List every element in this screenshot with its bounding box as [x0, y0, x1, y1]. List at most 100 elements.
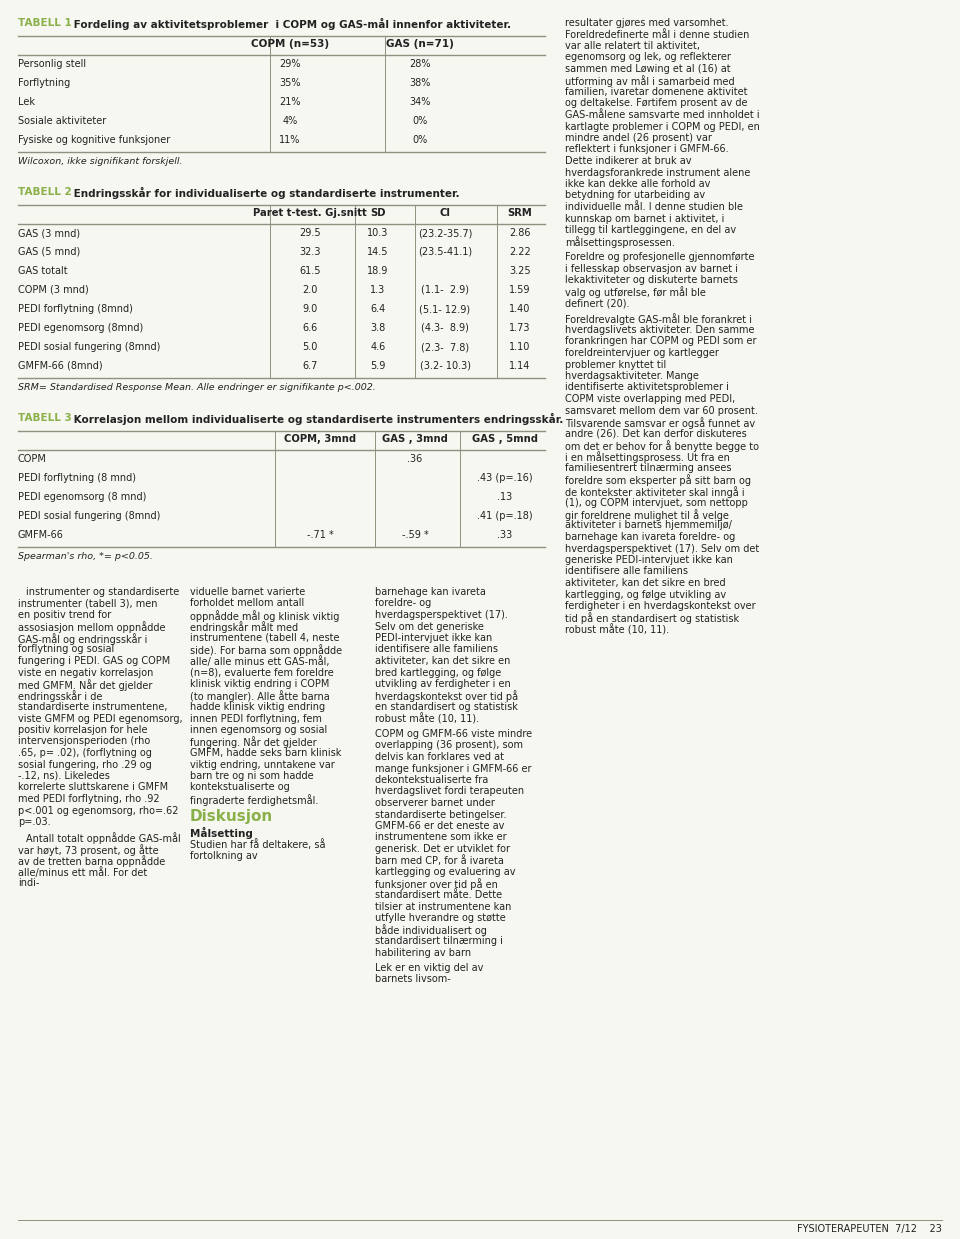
Text: Sosiale aktiviteter: Sosiale aktiviteter	[18, 116, 107, 126]
Text: Personlig stell: Personlig stell	[18, 59, 86, 69]
Text: Lek er en viktig del av: Lek er en viktig del av	[375, 963, 484, 973]
Text: COPM, 3mnd: COPM, 3mnd	[284, 434, 356, 444]
Text: (1), og COPM intervjuet, som nettopp: (1), og COPM intervjuet, som nettopp	[565, 498, 748, 508]
Text: betydning for utarbeiding av: betydning for utarbeiding av	[565, 191, 706, 201]
Text: endringsskår i de: endringsskår i de	[18, 690, 103, 703]
Text: hverdagsperspektivet (17). Selv om det: hverdagsperspektivet (17). Selv om det	[565, 544, 759, 554]
Text: 5.0: 5.0	[302, 342, 318, 352]
Text: familiesentrert tilnærming ansees: familiesentrert tilnærming ansees	[565, 463, 732, 473]
Text: hadde klinisk viktig endring: hadde klinisk viktig endring	[190, 703, 325, 712]
Text: ferdigheter i en hverdagskontekst over: ferdigheter i en hverdagskontekst over	[565, 601, 756, 611]
Text: .41 (p=.18): .41 (p=.18)	[477, 510, 533, 522]
Text: delvis kan forklares ved at: delvis kan forklares ved at	[375, 752, 504, 762]
Text: definert (20).: definert (20).	[565, 299, 630, 309]
Text: 21%: 21%	[279, 97, 300, 107]
Text: bred kartlegging, og følge: bred kartlegging, og følge	[375, 668, 501, 678]
Text: robust måte (10, 11).: robust måte (10, 11).	[375, 714, 479, 725]
Text: kunnskap om barnet i aktivitet, i: kunnskap om barnet i aktivitet, i	[565, 213, 725, 223]
Text: COPM: COPM	[18, 453, 47, 463]
Text: foreldreintervjuer og kartlegger: foreldreintervjuer og kartlegger	[565, 348, 719, 358]
Text: PEDI egenomsorg (8 mnd): PEDI egenomsorg (8 mnd)	[18, 492, 146, 502]
Text: 34%: 34%	[409, 97, 431, 107]
Text: .43 (p=.16): .43 (p=.16)	[477, 473, 533, 483]
Text: oppnådde mål og klinisk viktig: oppnådde mål og klinisk viktig	[190, 610, 340, 622]
Text: sammen med Løwing et al (16) at: sammen med Løwing et al (16) at	[565, 64, 731, 74]
Text: i en målsettingsprosess. Ut fra en: i en målsettingsprosess. Ut fra en	[565, 451, 730, 463]
Text: generiske PEDI-intervjuet ikke kan: generiske PEDI-intervjuet ikke kan	[565, 555, 732, 565]
Text: identifiserte aktivitetsproblemer i: identifiserte aktivitetsproblemer i	[565, 383, 729, 393]
Text: instrumenter (tabell 3), men: instrumenter (tabell 3), men	[18, 598, 157, 608]
Text: forholdet mellom antall: forholdet mellom antall	[190, 598, 304, 608]
Text: .13: .13	[497, 492, 513, 502]
Text: Forflytning: Forflytning	[18, 78, 70, 88]
Text: standardisert tilnærming i: standardisert tilnærming i	[375, 935, 503, 947]
Text: 29%: 29%	[279, 59, 300, 69]
Text: standardiserte betingelser.: standardiserte betingelser.	[375, 809, 507, 819]
Text: GAS totalt: GAS totalt	[18, 266, 67, 276]
Text: innen PEDI forflytning, fem: innen PEDI forflytning, fem	[190, 714, 322, 724]
Text: GAS-mål og endringsskår i: GAS-mål og endringsskår i	[18, 633, 148, 646]
Text: (1.1-  2.9): (1.1- 2.9)	[421, 285, 469, 295]
Text: egenomsorg og lek, og reflekterer: egenomsorg og lek, og reflekterer	[565, 52, 731, 62]
Text: COPM (3 mnd): COPM (3 mnd)	[18, 285, 88, 295]
Text: GAS (n=71): GAS (n=71)	[386, 38, 454, 50]
Text: hverdagskontekst over tid på: hverdagskontekst over tid på	[375, 690, 518, 703]
Text: 3.25: 3.25	[509, 266, 531, 276]
Text: instrumentene som ikke er: instrumentene som ikke er	[375, 833, 507, 843]
Text: Wilcoxon, ikke signifikant forskjell.: Wilcoxon, ikke signifikant forskjell.	[18, 157, 182, 166]
Text: 1.3: 1.3	[371, 285, 386, 295]
Text: PEDI-intervjuet ikke kan: PEDI-intervjuet ikke kan	[375, 633, 492, 643]
Text: 1.40: 1.40	[510, 304, 531, 313]
Text: korrelerte sluttskarene i GMFM: korrelerte sluttskarene i GMFM	[18, 783, 168, 793]
Text: barn med CP, for å ivareta: barn med CP, for å ivareta	[375, 855, 504, 866]
Text: 2.0: 2.0	[302, 285, 318, 295]
Text: SRM: SRM	[508, 208, 533, 218]
Text: Dette indikerer at bruk av: Dette indikerer at bruk av	[565, 156, 691, 166]
Text: GAS , 5mnd: GAS , 5mnd	[472, 434, 538, 444]
Text: barn tre og ni som hadde: barn tre og ni som hadde	[190, 771, 314, 781]
Text: en standardisert og statistisk: en standardisert og statistisk	[375, 703, 517, 712]
Text: CI: CI	[440, 208, 450, 218]
Text: funksjoner over tid på en: funksjoner over tid på en	[375, 878, 498, 891]
Text: PEDI sosial fungering (8mnd): PEDI sosial fungering (8mnd)	[18, 342, 160, 352]
Text: GAS , 3mnd: GAS , 3mnd	[382, 434, 448, 444]
Text: 0%: 0%	[413, 116, 427, 126]
Text: (5.1- 12.9): (5.1- 12.9)	[420, 304, 470, 313]
Text: endringskår målt med: endringskår målt med	[190, 622, 299, 633]
Text: COPM og GMFM-66 viste mindre: COPM og GMFM-66 viste mindre	[375, 729, 532, 738]
Text: resultater gjøres med varsomhet.: resultater gjøres med varsomhet.	[565, 19, 729, 28]
Text: hverdagsforankrede instrument alene: hverdagsforankrede instrument alene	[565, 167, 751, 177]
Text: 11%: 11%	[279, 135, 300, 145]
Text: forankringen har COPM og PEDI som er: forankringen har COPM og PEDI som er	[565, 337, 756, 347]
Text: kontekstualiserte og: kontekstualiserte og	[190, 783, 290, 793]
Text: COPM (n=53): COPM (n=53)	[251, 38, 329, 50]
Text: var høyt, 73 prosent, og åtte: var høyt, 73 prosent, og åtte	[18, 844, 158, 856]
Text: GMFM-66 er det eneste av: GMFM-66 er det eneste av	[375, 821, 504, 831]
Text: viste en negativ korrelasjon: viste en negativ korrelasjon	[18, 668, 154, 678]
Text: Selv om det generiske: Selv om det generiske	[375, 622, 484, 632]
Text: 6.7: 6.7	[302, 361, 318, 370]
Text: 18.9: 18.9	[368, 266, 389, 276]
Text: Korrelasjon mellom individualiserte og standardiserte instrumenters endringsskår: Korrelasjon mellom individualiserte og s…	[70, 413, 564, 425]
Text: ikke kan dekke alle forhold av: ikke kan dekke alle forhold av	[565, 178, 710, 190]
Text: Foreldredefinerte mål i denne studien: Foreldredefinerte mål i denne studien	[565, 30, 750, 40]
Text: lekaktiviteter og diskuterte barnets: lekaktiviteter og diskuterte barnets	[565, 275, 738, 285]
Text: mindre andel (26 prosent) var: mindre andel (26 prosent) var	[565, 133, 712, 142]
Text: sosial fungering, rho .29 og: sosial fungering, rho .29 og	[18, 760, 152, 769]
Text: identifisere alle familiens: identifisere alle familiens	[375, 644, 498, 654]
Text: TABELL 3: TABELL 3	[18, 413, 72, 422]
Text: SD: SD	[371, 208, 386, 218]
Text: hverdagslivet fordi terapeuten: hverdagslivet fordi terapeuten	[375, 787, 524, 797]
Text: assosiasjon mellom oppnådde: assosiasjon mellom oppnådde	[18, 622, 165, 633]
Text: -.59 *: -.59 *	[401, 530, 428, 540]
Text: (n=8), evaluerte fem foreldre: (n=8), evaluerte fem foreldre	[190, 668, 334, 678]
Text: av de tretten barna oppnådde: av de tretten barna oppnådde	[18, 855, 165, 867]
Text: utfylle hverandre og støtte: utfylle hverandre og støtte	[375, 913, 506, 923]
Text: 6.4: 6.4	[371, 304, 386, 313]
Text: habilitering av barn: habilitering av barn	[375, 948, 471, 958]
Text: familien, ivaretar domenene aktivitet: familien, ivaretar domenene aktivitet	[565, 87, 748, 97]
Text: mange funksjoner i GMFM-66 er: mange funksjoner i GMFM-66 er	[375, 763, 532, 773]
Text: TABELL 1: TABELL 1	[18, 19, 72, 28]
Text: dekontekstualiserte fra: dekontekstualiserte fra	[375, 776, 489, 786]
Text: Endringsskår for individualiserte og standardiserte instrumenter.: Endringsskår for individualiserte og sta…	[70, 187, 460, 199]
